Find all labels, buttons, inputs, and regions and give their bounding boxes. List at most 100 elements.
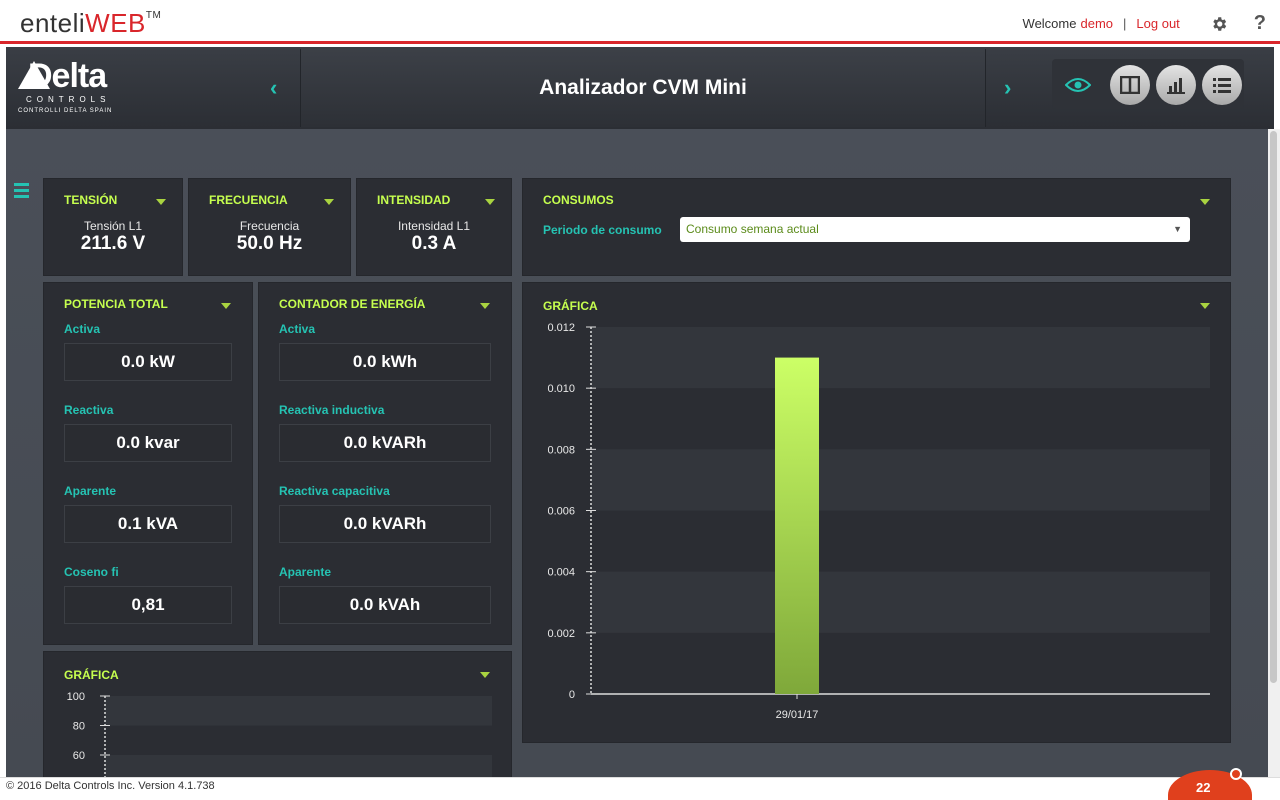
frecuencia-title: FRECUENCIA xyxy=(209,193,288,207)
intensidad-title: INTENSIDAD xyxy=(377,193,451,207)
vertical-scrollbar[interactable] xyxy=(1268,129,1280,777)
potencia-label: Reactiva xyxy=(64,403,114,417)
help-button[interactable]: ? xyxy=(1253,12,1266,34)
chevron-down-icon[interactable] xyxy=(1200,199,1210,205)
chart-view-button[interactable] xyxy=(1156,65,1196,105)
delta-triangle-icon xyxy=(18,61,50,89)
intensidad-panel: INTENSIDAD Intensidad L1 0.3 A xyxy=(356,178,512,276)
potencia-value: 0,81 xyxy=(64,586,232,624)
bar-chart-icon xyxy=(1167,78,1185,94)
separator: | xyxy=(1123,16,1127,31)
potencia-value: 0.0 kvar xyxy=(64,424,232,462)
chevron-down-icon[interactable] xyxy=(480,303,490,309)
contador-value: 0.0 kVAh xyxy=(279,586,491,624)
chevron-down-icon[interactable] xyxy=(156,199,166,205)
view-toolbar xyxy=(1052,59,1244,109)
contador-label: Reactiva capacitiva xyxy=(279,484,390,498)
contador-label: Reactiva inductiva xyxy=(279,403,385,417)
scrollbar-thumb[interactable] xyxy=(1270,131,1277,683)
frecuencia-panel: FRECUENCIA Frecuencia 50.0 Hz xyxy=(188,178,351,276)
grid-band xyxy=(105,755,492,777)
gear-icon[interactable] xyxy=(1210,15,1228,33)
period-select[interactable]: Consumo semana actual ▼ xyxy=(680,217,1190,242)
potencia-title: POTENCIA TOTAL xyxy=(64,297,168,311)
intensidad-label: Intensidad L1 xyxy=(397,219,471,233)
potencia-value: 0.1 kVA xyxy=(64,505,232,543)
frecuencia-label: Frecuencia xyxy=(239,219,300,233)
y-tick-label: 60 xyxy=(73,750,85,762)
potencia-label: Activa xyxy=(64,322,101,336)
potencia-label: Aparente xyxy=(64,484,117,498)
chevron-down-icon[interactable] xyxy=(1200,303,1210,309)
grafica-left-panel: GRÁFICA 60 80 100 xyxy=(43,651,512,777)
columns-icon xyxy=(1120,76,1140,94)
grafica-right-panel: GRÁFICA 0 0.002 0.004 0.006 0.008 0.010 0.012 2… xyxy=(522,282,1231,743)
consumos-panel: CONSUMOS Periodo de consumo Consumo sema… xyxy=(522,178,1231,276)
user-area: Welcome demo | Log out ? xyxy=(1023,12,1266,35)
hamburger-menu-icon[interactable] xyxy=(14,183,29,201)
previous-arrow-icon[interactable]: ‹ xyxy=(270,75,278,100)
potencia-panel: POTENCIA TOTAL Activa 0.0 kW Reactiva 0.… xyxy=(43,282,253,645)
contador-label: Activa xyxy=(279,322,316,336)
potencia-label: Coseno fi xyxy=(64,565,119,579)
dropdown-arrow-icon: ▼ xyxy=(1173,224,1182,234)
y-tick-label: 0.006 xyxy=(547,506,575,518)
grid-band xyxy=(591,327,1210,389)
intensidad-value: 0.3 A xyxy=(411,233,457,254)
list-view-button[interactable] xyxy=(1202,65,1242,105)
grafica-right-title: GRÁFICA xyxy=(543,299,598,313)
brand-prefix: enteli xyxy=(20,8,86,38)
top-bar: enteliWEBTM Welcome demo | Log out ? xyxy=(0,0,1280,44)
notification-dot-icon xyxy=(1230,768,1242,780)
page-title: Analizador CVM Mini xyxy=(539,76,747,99)
welcome-text: Welcome xyxy=(1022,16,1077,31)
contador-value: 0.0 kVARh xyxy=(279,505,491,543)
copyright: © 2016 Delta Controls Inc. Version 4.1.7… xyxy=(6,780,215,792)
tension-label: Tensión L1 xyxy=(83,219,143,233)
consumption-bar-chart: 0 0.002 0.004 0.006 0.008 0.010 0.012 29/01/17 xyxy=(547,322,1210,721)
notification-count: 22 xyxy=(1196,780,1211,795)
logo-tag: CONTROLLI DELTA SPAIN xyxy=(18,108,113,114)
consumos-title: CONSUMOS xyxy=(543,193,614,207)
logo-main: Delta xyxy=(28,57,107,95)
x-tick-label: 29/01/17 xyxy=(776,709,819,721)
chevron-down-icon[interactable] xyxy=(324,199,334,205)
title-area: Analizador CVM Mini xyxy=(300,49,986,127)
brand-tm: TM xyxy=(145,10,162,21)
period-select-value: Consumo semana actual xyxy=(686,222,819,236)
grid-band xyxy=(591,449,1210,511)
list-icon xyxy=(1213,78,1231,93)
y-tick-label: 0.002 xyxy=(547,628,575,640)
device-header: Delta CONTROLS CONTROLLI DELTA SPAIN ‹ A… xyxy=(6,47,1274,129)
frecuencia-value: 50.0 Hz xyxy=(236,233,303,254)
y-tick-label: 0.004 xyxy=(547,567,575,579)
grid-band xyxy=(105,696,492,726)
potencia-value: 0.0 kW xyxy=(64,343,232,381)
layout-view-button[interactable] xyxy=(1110,65,1150,105)
grid-band xyxy=(591,571,1210,633)
contador-title: CONTADOR DE ENERGÍA xyxy=(279,297,426,311)
brand-suffix: WEB xyxy=(85,8,146,38)
username-link[interactable]: demo xyxy=(1080,16,1114,31)
contador-panel: CONTADOR DE ENERGÍA Activa 0.0 kWh React… xyxy=(258,282,512,645)
tension-title: TENSIÓN xyxy=(64,193,118,207)
contador-label: Aparente xyxy=(279,565,332,579)
app-logo: enteliWEBTM xyxy=(20,8,161,39)
logo-sub: CONTROLS xyxy=(26,95,111,104)
y-tick-label: 0.008 xyxy=(547,444,575,456)
grafica-left-title: GRÁFICA xyxy=(64,668,119,682)
y-tick-label: 80 xyxy=(73,721,85,733)
chevron-down-icon[interactable] xyxy=(221,303,231,309)
power-line-chart: 60 80 100 xyxy=(67,691,492,777)
eye-icon[interactable] xyxy=(1058,65,1098,105)
dashboard-content: TENSIÓN Tensión L1 211.6 V FRECUENCIA Fr… xyxy=(6,129,1268,777)
y-tick-label: 0 xyxy=(569,689,575,701)
next-arrow-icon[interactable]: › xyxy=(1004,75,1012,100)
chevron-down-icon[interactable] xyxy=(480,672,490,678)
bar xyxy=(775,357,819,694)
logout-link[interactable]: Log out xyxy=(1136,16,1180,31)
footer: © 2016 Delta Controls Inc. Version 4.1.7… xyxy=(0,777,1280,800)
chevron-down-icon[interactable] xyxy=(485,199,495,205)
contador-value: 0.0 kWh xyxy=(279,343,491,381)
tension-panel: TENSIÓN Tensión L1 211.6 V xyxy=(43,178,183,276)
